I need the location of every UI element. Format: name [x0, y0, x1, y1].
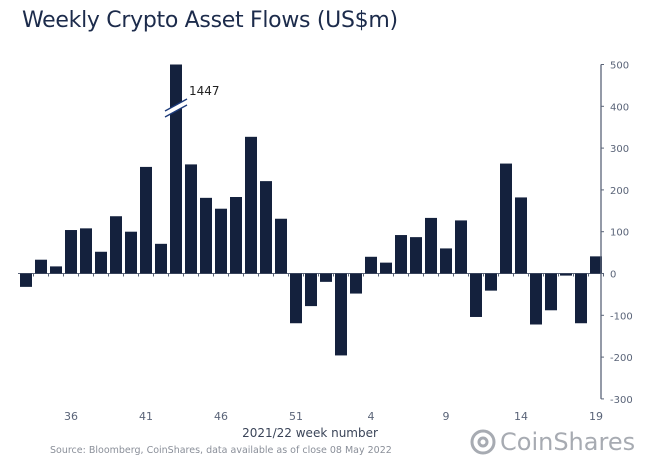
- bar-week-15: [530, 273, 542, 325]
- bar-week-41: [140, 166, 152, 274]
- bar-week-46: [215, 208, 227, 274]
- bar-week-9: [440, 248, 452, 274]
- bar-week-39: [110, 216, 122, 274]
- bar-week-33: [20, 273, 32, 287]
- coinshares-logo: CoinShares: [470, 428, 635, 456]
- axis-break-mark: [164, 98, 188, 112]
- bar-week-12: [485, 273, 497, 291]
- bar-week-35: [50, 266, 62, 274]
- y-tick-label: -100: [610, 311, 633, 322]
- coinshares-logo-icon: [470, 429, 496, 455]
- y-tick-label: 200: [610, 186, 629, 197]
- y-tick-label: -200: [610, 353, 633, 364]
- bar-week-40: [125, 231, 137, 274]
- x-tick-label: 9: [443, 410, 450, 423]
- y-tick-label: -300: [610, 395, 633, 406]
- x-axis-label: 2021/22 week number: [242, 426, 378, 440]
- annotation-label: 1447: [189, 84, 220, 98]
- bar-week-37: [80, 228, 92, 274]
- axis-break-mark: [164, 104, 188, 118]
- axis-break-gap: [163, 99, 189, 117]
- x-tick-label: 4: [368, 410, 375, 423]
- x-tick-label: 41: [139, 410, 153, 423]
- bar-week-50: [275, 218, 287, 274]
- bar-week-19: [590, 256, 602, 274]
- bar-week-6: [395, 235, 407, 274]
- y-tick-label: 400: [610, 102, 629, 113]
- bar-week-42: [155, 243, 167, 274]
- bar-week-7: [410, 237, 422, 274]
- bar-week-45: [200, 197, 212, 274]
- bar-week-14: [515, 197, 527, 274]
- y-tick-label: 0: [610, 270, 616, 281]
- bar-week-44: [185, 164, 197, 274]
- bar-week-48: [245, 136, 257, 274]
- bar-week-43: [170, 64, 182, 274]
- bar-week-10: [455, 220, 467, 274]
- bar-week-52: [305, 273, 317, 307]
- bar-week-17: [560, 273, 572, 276]
- logo-text: CoinShares: [500, 428, 636, 456]
- bar-week-16: [545, 273, 557, 311]
- bar-week-38: [95, 251, 107, 274]
- bar-week-4: [365, 256, 377, 274]
- bar-week-11: [470, 273, 482, 317]
- chart-title: Weekly Crypto Asset Flows (US$m): [22, 8, 398, 33]
- bar-week-8: [425, 217, 437, 274]
- bar-week-18: [575, 273, 587, 324]
- x-tick-label: 14: [514, 410, 528, 423]
- bar-week-47: [230, 197, 242, 274]
- bar-week-51: [290, 273, 302, 324]
- bar-week-5: [380, 262, 392, 274]
- bar-week-3: [350, 273, 362, 294]
- bar-week-1: [320, 273, 332, 282]
- bar-week-36: [65, 230, 77, 274]
- y-tick-label: 100: [610, 228, 629, 239]
- bar-week-2: [335, 273, 347, 356]
- bar-week-13: [500, 163, 512, 274]
- y-tick-label: 500: [610, 61, 629, 72]
- bar-week-49: [260, 181, 272, 274]
- x-tick-label: 46: [214, 410, 228, 423]
- source-note: Source: Bloomberg, CoinShares, data avai…: [50, 445, 392, 456]
- x-tick-label: 36: [64, 410, 78, 423]
- x-tick-label: 19: [589, 410, 603, 423]
- x-tick-label: 51: [289, 410, 303, 423]
- bar-week-34: [35, 259, 47, 274]
- y-tick-label: 300: [610, 144, 629, 155]
